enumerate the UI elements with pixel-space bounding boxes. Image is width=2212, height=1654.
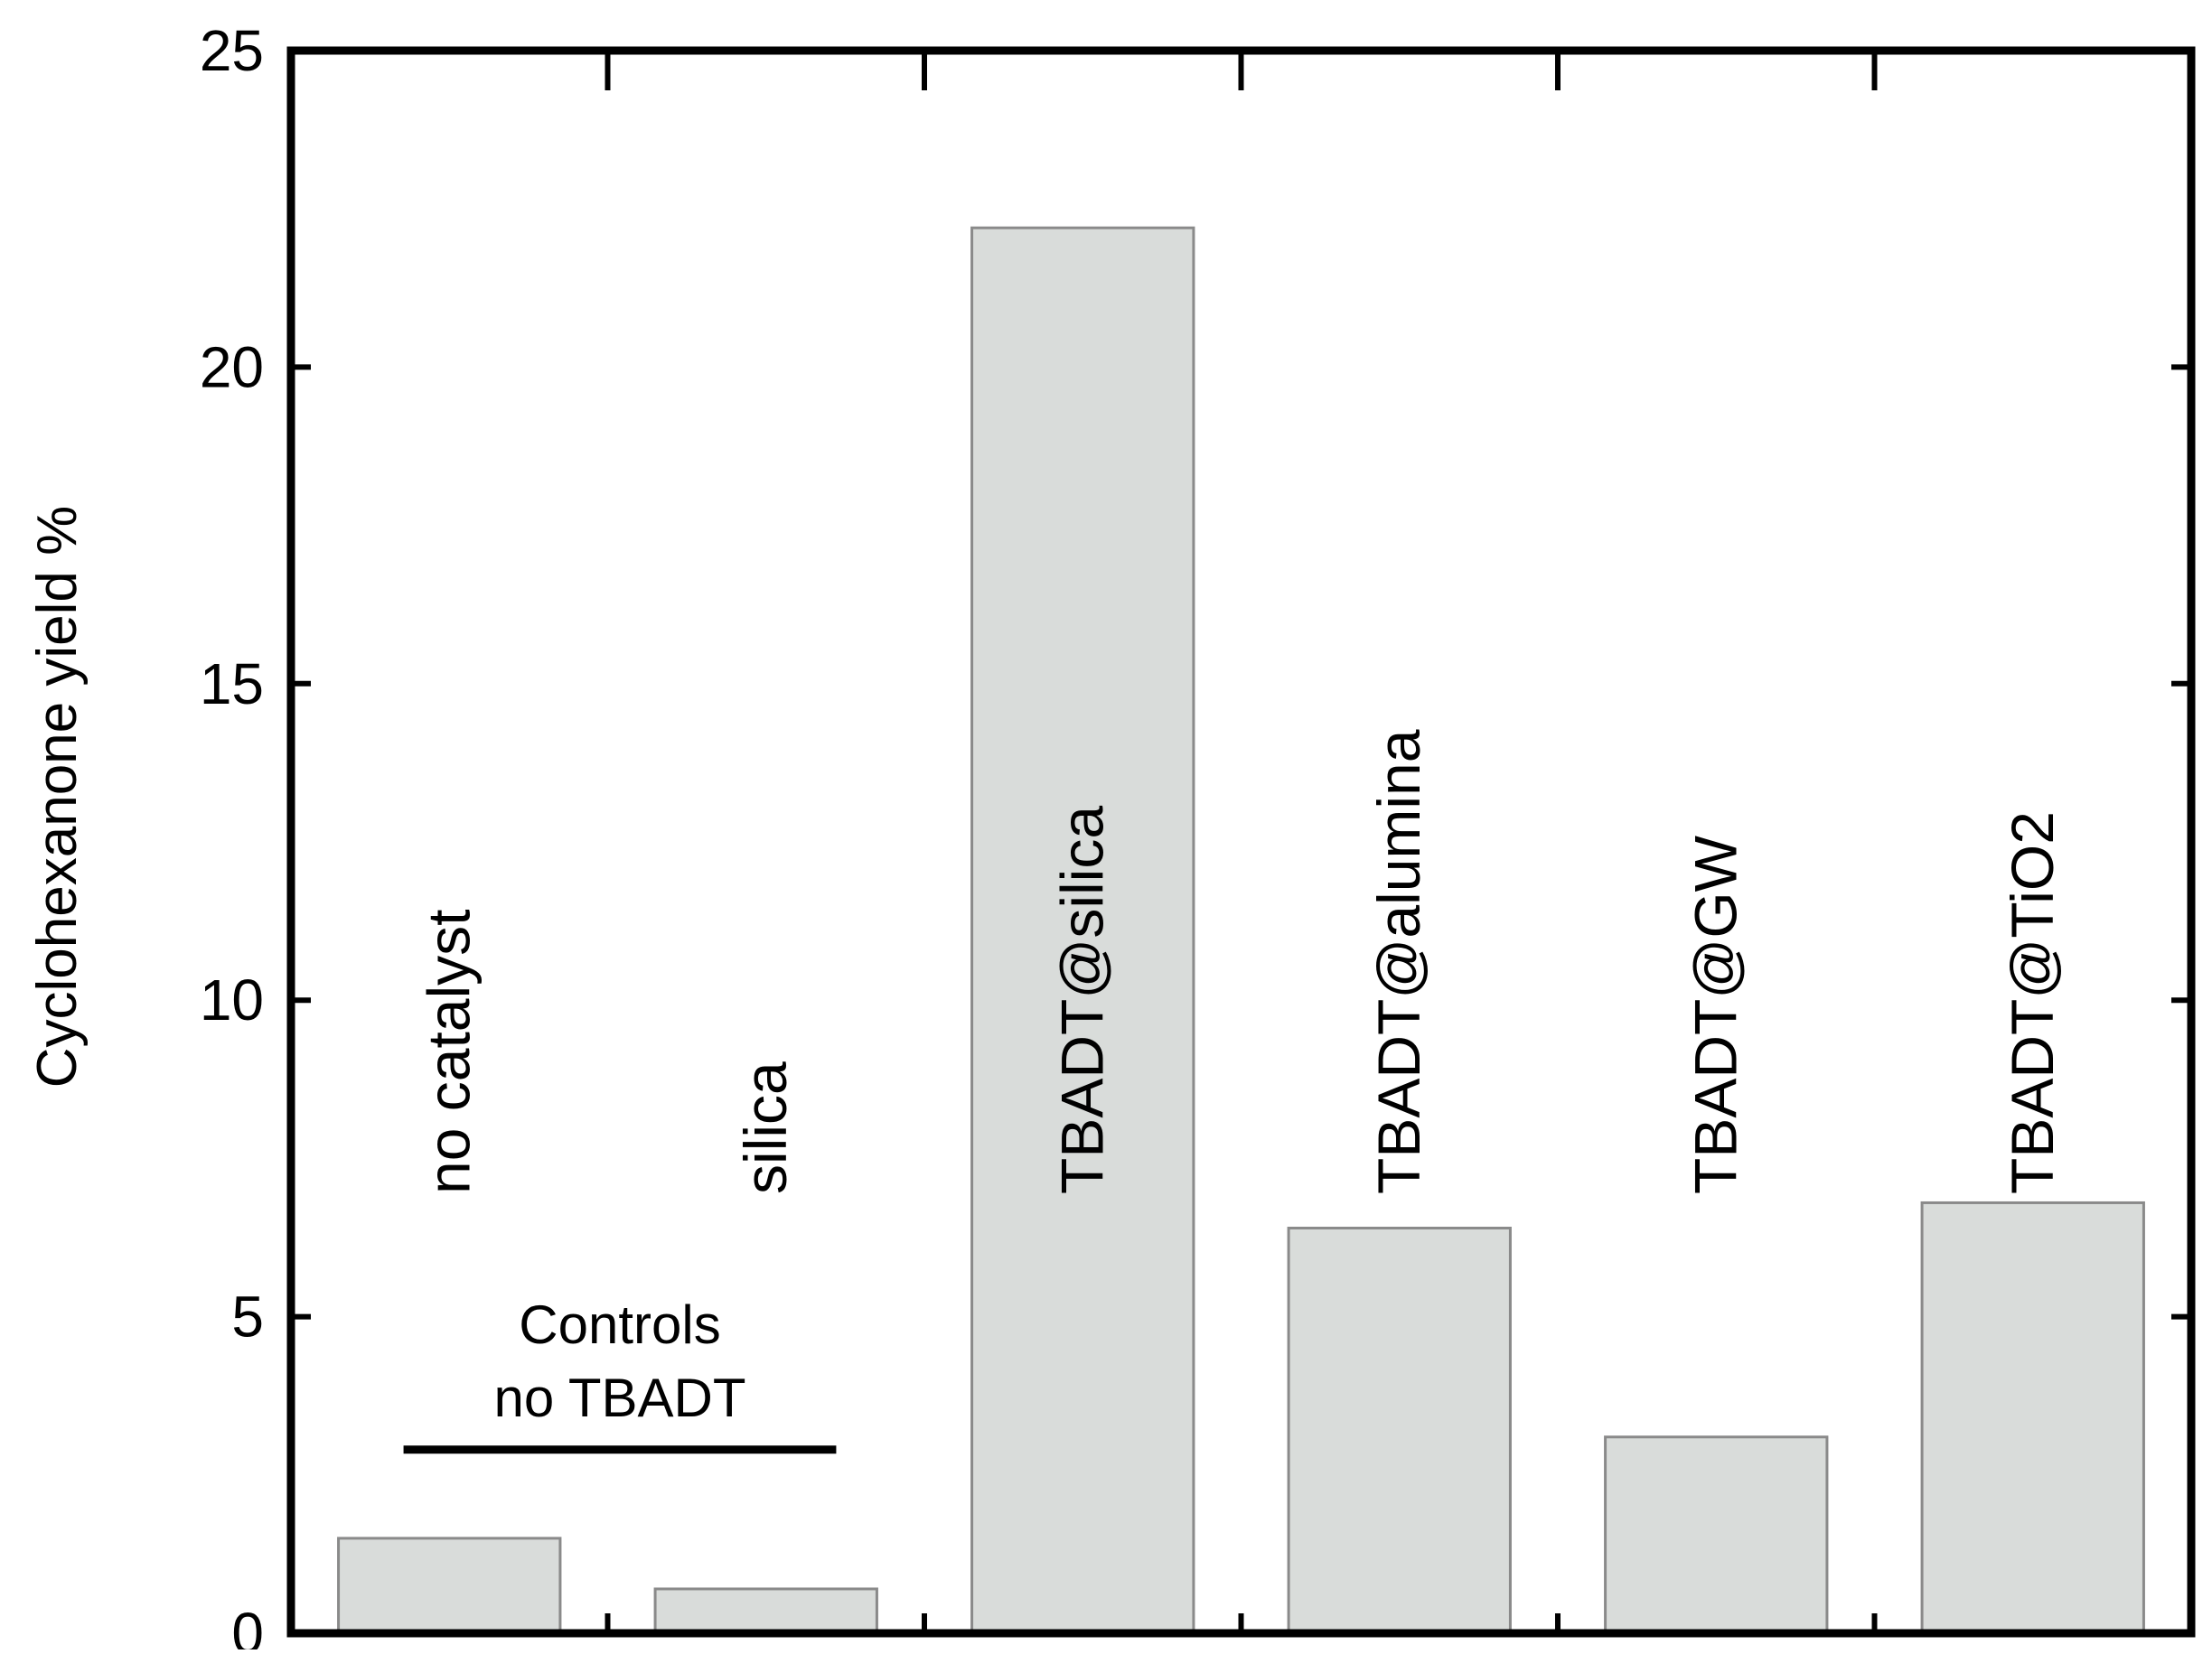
plot-frame	[286, 46, 2196, 1638]
category-label-3: TBADT@alumina	[1365, 729, 1432, 1194]
y-tick-label-3: 15	[200, 651, 264, 716]
bar-5	[1920, 1201, 2145, 1635]
labels-layer: 0 5 10 15 20 25 no catalyst silica TBADT@silica T…	[200, 18, 2066, 1654]
y-tick-label-0: 0	[231, 1601, 264, 1649]
bar-0	[337, 1537, 562, 1635]
bars-layer	[337, 226, 2145, 1635]
bar-3	[1287, 1226, 1512, 1635]
y-tick-label-1: 5	[231, 1285, 264, 1350]
y-axis-label: Cyclohexanone yield %	[26, 506, 89, 1089]
y-tick-label-2: 10	[200, 967, 264, 1033]
y-tick-label-4: 20	[200, 334, 264, 399]
category-label-5: TBADT@TiO2	[1999, 811, 2066, 1194]
bar-2	[970, 226, 1195, 1635]
bar-1	[653, 1587, 878, 1635]
category-label-1: silica	[732, 1061, 799, 1194]
category-label-4: TBADT@GW	[1682, 835, 1748, 1194]
controls-annotation-line-2: no TBADT	[494, 1368, 746, 1428]
controls-annotation: Controls no TBADT	[403, 1294, 837, 1454]
controls-annotation-line-1: Controls	[519, 1294, 720, 1355]
category-label-0: no catalyst	[415, 910, 482, 1195]
category-label-2: TBADT@silica	[1048, 806, 1115, 1194]
bar-4	[1604, 1435, 1829, 1635]
y-tick-label-5: 25	[200, 18, 264, 83]
